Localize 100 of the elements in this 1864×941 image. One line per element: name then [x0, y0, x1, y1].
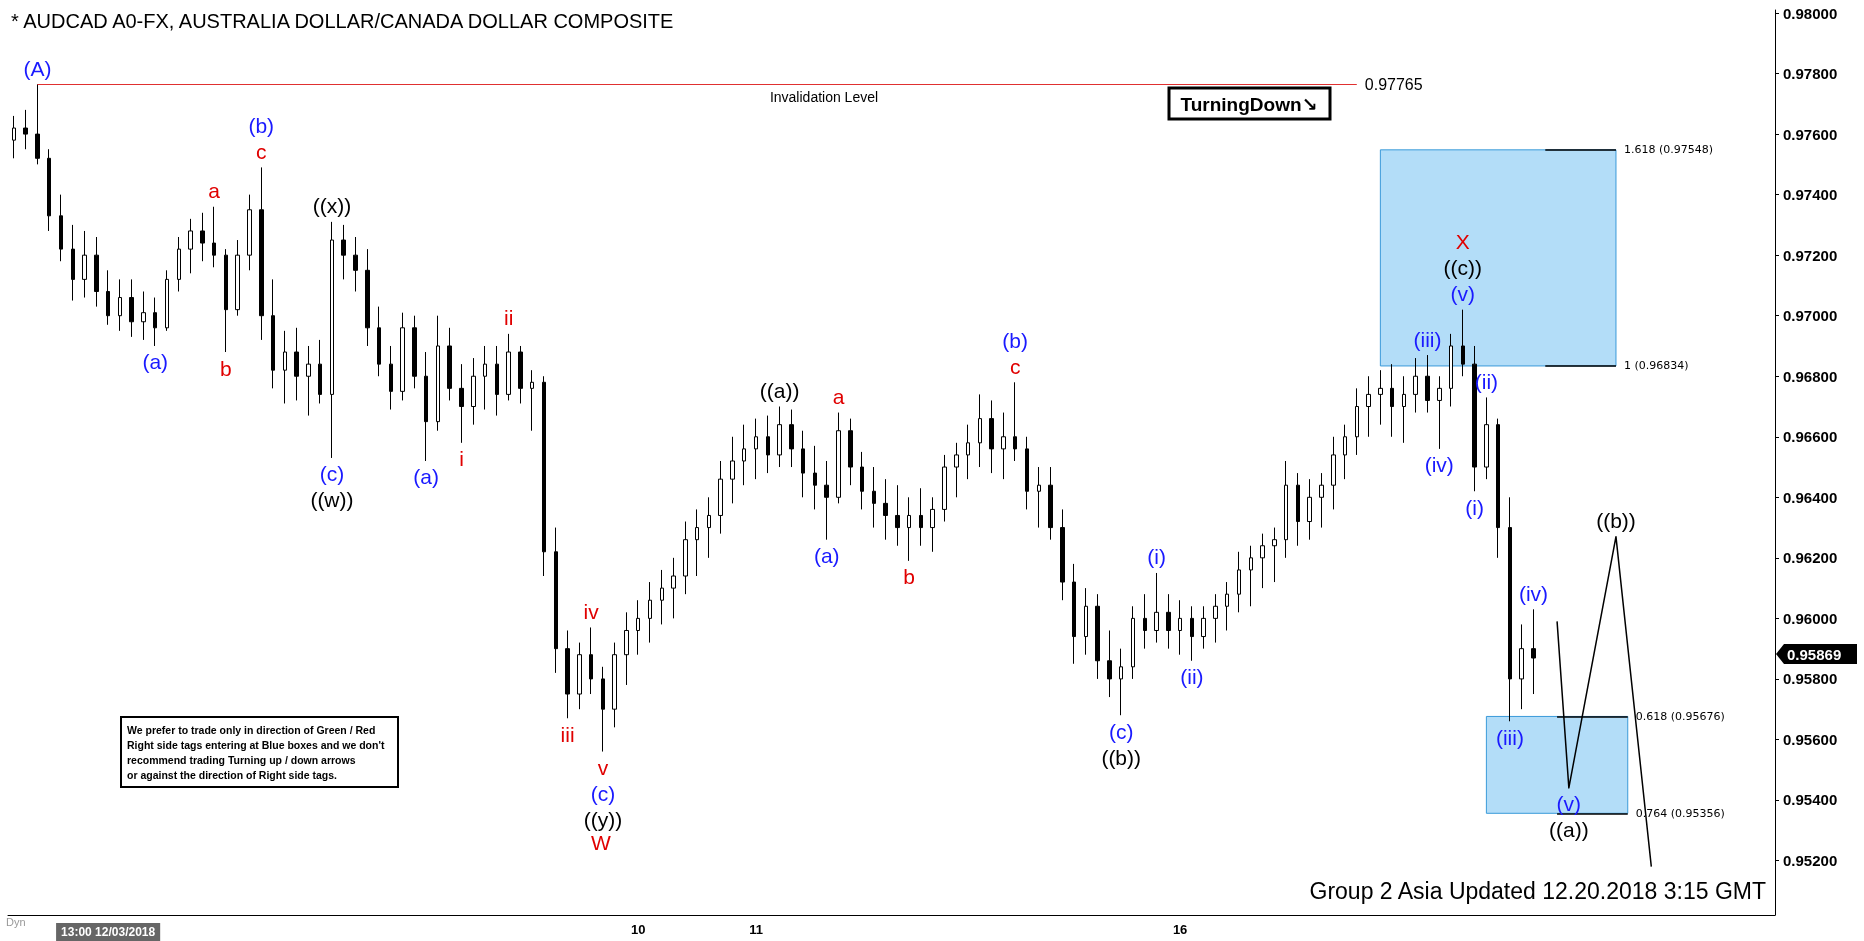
candlestick [824, 460, 829, 541]
candlestick [695, 508, 699, 577]
candlestick [1178, 599, 1182, 656]
annotation: (b) [248, 113, 275, 137]
annotation: b [903, 565, 916, 589]
candlestick [1213, 593, 1218, 644]
candlestick [1508, 496, 1512, 722]
candlestick [1272, 527, 1277, 583]
candlestick [1402, 375, 1406, 444]
annotation: We prefer to trade only in direction of Green / Red Right side tags entering at Blue boxes and we don't recommend trading Turning up / down arrows or against the direction of Right side tags. [127, 723, 385, 781]
y-tick-label: 0.95800 [1783, 670, 1838, 688]
annotation: (v) [1450, 282, 1476, 306]
candlestick [1366, 375, 1371, 438]
y-tick-label: 0.97000 [1783, 307, 1838, 325]
candlestick [1048, 466, 1053, 541]
candlestick [400, 312, 405, 401]
candlestick [1025, 436, 1029, 510]
candlestick [707, 496, 711, 559]
candlestick [1449, 333, 1453, 408]
y-tick-label: 0.96400 [1783, 488, 1838, 506]
candlestick [424, 351, 428, 462]
candlestick [1484, 396, 1489, 480]
candlestick [542, 375, 546, 577]
candlestick [1037, 466, 1041, 529]
candlestick [919, 487, 923, 547]
candlestick [836, 412, 841, 504]
candlestick [153, 297, 157, 347]
candlestick [660, 569, 664, 625]
candlestick [330, 221, 334, 459]
candlestick [318, 339, 322, 404]
candlestick [624, 611, 629, 686]
annotation: (c) [319, 462, 345, 486]
candlestick [1461, 309, 1465, 377]
candlestick [907, 496, 911, 562]
candlestick [412, 315, 417, 389]
x-tick-label: 10 [631, 922, 646, 937]
candlestick [1143, 593, 1147, 650]
candlestick [978, 393, 982, 468]
candlestick [1154, 572, 1159, 644]
annotation: c [1009, 354, 1021, 378]
candlestick [648, 581, 652, 644]
candlestick [271, 278, 275, 389]
candlestick [554, 527, 558, 674]
candlestick [530, 369, 534, 432]
candlestick [23, 109, 28, 150]
y-tick-label: 0.95600 [1783, 730, 1838, 748]
candlestick [177, 236, 181, 292]
y-tick-label: 0.97400 [1783, 186, 1838, 204]
candlestick [447, 327, 452, 401]
annotation: Group 2 Asia Updated 12.20.2018 3:15 GMT [1309, 878, 1766, 904]
annotation: (v) [1556, 792, 1582, 816]
y-tick-label: 0.97800 [1783, 65, 1838, 83]
annotation: ((y)) [583, 808, 623, 832]
annotation: ((c)) [1443, 256, 1483, 280]
candlestick [259, 166, 264, 341]
annotation: (a) [142, 350, 169, 374]
ref-line-label: 0.97765 [1364, 75, 1423, 93]
candlestick [1437, 375, 1442, 450]
candlestick [942, 454, 947, 523]
text: 0.95869 [1787, 645, 1842, 663]
annotation: v [597, 756, 609, 780]
candlestick [1072, 563, 1076, 665]
candlestick [483, 345, 487, 411]
x-tick-label: 13:00 12/03/2018 [61, 925, 156, 939]
candlestick [82, 230, 87, 299]
annotation: (a) [413, 465, 440, 489]
candlestick [353, 236, 358, 292]
candlestick [200, 212, 205, 262]
annotation: i [459, 447, 464, 471]
candlestick [1260, 533, 1265, 589]
ref-line-label: 0.618 (0.95676) [1635, 709, 1725, 723]
candlestick [1425, 354, 1430, 414]
candlestick [12, 115, 16, 159]
candlestick [1378, 369, 1383, 426]
candlestick [235, 239, 240, 317]
candlestick [730, 436, 735, 504]
y-tick-label: 0.98000 [1783, 4, 1838, 22]
candlestick [1307, 478, 1312, 541]
annotation: (iv) [1424, 453, 1454, 477]
candlestick [1296, 472, 1300, 547]
candlestick [106, 269, 110, 326]
candlestick [341, 224, 346, 280]
candlestick [365, 248, 370, 347]
candlestick [577, 642, 582, 710]
chart-title: * AUDCAD A0-FX, AUSTRALIA DOLLAR/CANADA DOLLAR COMPOSITE [11, 10, 674, 32]
annotation: (iv) [1518, 581, 1549, 605]
candlestick [671, 557, 676, 619]
candlestick [1331, 436, 1336, 510]
x-tick-label: 11 [749, 922, 763, 937]
y-tick-label: 0.97600 [1783, 125, 1838, 143]
annotation: W [591, 830, 612, 854]
candlestick [589, 626, 593, 695]
y-tick-label: 0.97200 [1783, 246, 1838, 264]
annotation: (a) [813, 544, 840, 568]
annotation: (i) [1147, 545, 1166, 569]
candlestick [777, 406, 782, 468]
candlestick [966, 424, 970, 480]
candlestick [954, 442, 959, 498]
candlestick [306, 345, 311, 417]
candlestick [47, 148, 51, 232]
